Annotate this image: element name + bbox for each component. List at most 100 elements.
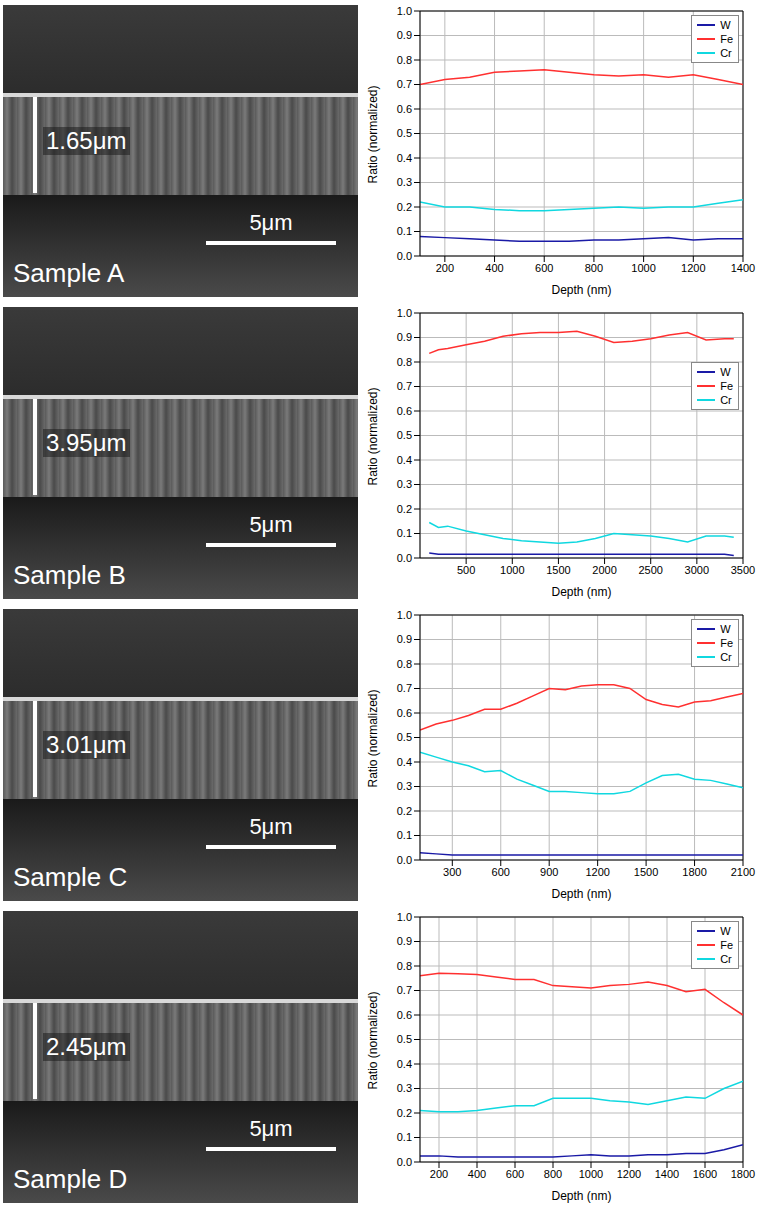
svg-text:600: 600	[535, 262, 553, 274]
svg-text:0.4: 0.4	[397, 1058, 412, 1070]
svg-text:400: 400	[485, 262, 503, 274]
svg-text:0.7: 0.7	[397, 78, 412, 90]
svg-text:0.8: 0.8	[397, 356, 412, 368]
html-text:Sample A: Sample A	[13, 258, 125, 288]
svg-text:800: 800	[544, 1168, 562, 1180]
svg-text:0.4: 0.4	[397, 152, 412, 164]
svg-text:0.5: 0.5	[397, 731, 412, 743]
svg-text:0.7: 0.7	[397, 380, 412, 392]
svg-text:1.0: 1.0	[397, 609, 412, 621]
html-text:5μm: 5μm	[249, 814, 293, 839]
html-text:1.65μm: 1.65μm	[46, 127, 127, 154]
html-text:5μm: 5μm	[249, 210, 293, 235]
svg-text:1.0: 1.0	[397, 307, 412, 319]
html-text:3.95μm: 3.95μm	[46, 429, 127, 456]
svg-text:0.3: 0.3	[397, 478, 412, 490]
svg-text:Ratio (normalized): Ratio (normalized)	[366, 689, 380, 787]
svg-text:0.1: 0.1	[397, 1131, 412, 1143]
svg-text:2000: 2000	[592, 564, 616, 576]
svg-text:0.8: 0.8	[397, 658, 412, 670]
svg-text:0.5: 0.5	[397, 127, 412, 139]
svg-text:Ratio (normalized): Ratio (normalized)	[366, 85, 380, 183]
svg-text:1.0: 1.0	[397, 5, 412, 17]
svg-text:Depth (nm): Depth (nm)	[551, 283, 611, 297]
svg-text:0.3: 0.3	[397, 176, 412, 188]
svg-text:300: 300	[443, 866, 461, 878]
svg-text:Depth (nm): Depth (nm)	[551, 585, 611, 599]
svg-text:0.2: 0.2	[397, 805, 412, 817]
svg-text:0.4: 0.4	[397, 756, 412, 768]
svg-text:Depth (nm): Depth (nm)	[551, 1189, 611, 1203]
svg-text:0.1: 0.1	[397, 225, 412, 237]
svg-text:Ratio (normalized): Ratio (normalized)	[366, 387, 380, 485]
svg-text:1800: 1800	[731, 1168, 755, 1180]
svg-text:1.0: 1.0	[397, 911, 412, 923]
svg-text:400: 400	[468, 1168, 486, 1180]
svg-text:Ratio (normalized): Ratio (normalized)	[366, 991, 380, 1089]
svg-text:1000: 1000	[579, 1168, 603, 1180]
html-text:5μm: 5μm	[249, 1116, 293, 1141]
html-text:Fe: Fe	[720, 380, 733, 392]
svg-text:1400: 1400	[655, 1168, 679, 1180]
svg-text:3500: 3500	[731, 564, 755, 576]
svg-text:0.2: 0.2	[397, 201, 412, 213]
svg-text:0.9: 0.9	[397, 633, 412, 645]
svg-text:2500: 2500	[638, 564, 662, 576]
html-text:Sample D: Sample D	[13, 1164, 128, 1194]
html-text:Fe: Fe	[720, 33, 733, 45]
svg-text:1500: 1500	[546, 564, 570, 576]
svg-text:0.2: 0.2	[397, 1107, 412, 1119]
svg-text:0.8: 0.8	[397, 960, 412, 972]
svg-text:0.5: 0.5	[397, 429, 412, 441]
html-text:2.45μm: 2.45μm	[46, 1033, 127, 1060]
svg-text:0.0: 0.0	[397, 552, 412, 564]
svg-text:0.9: 0.9	[397, 935, 412, 947]
svg-text:0.1: 0.1	[397, 829, 412, 841]
svg-text:1800: 1800	[682, 866, 706, 878]
svg-text:500: 500	[457, 564, 475, 576]
svg-text:0.9: 0.9	[397, 29, 412, 41]
html-text:Sample B: Sample B	[13, 560, 126, 590]
svg-text:0.3: 0.3	[397, 780, 412, 792]
svg-text:0.9: 0.9	[397, 331, 412, 343]
html-text:5μm: 5μm	[249, 512, 293, 537]
svg-text:0.7: 0.7	[397, 682, 412, 694]
html-text:Cr: Cr	[720, 651, 732, 663]
svg-text:Depth (nm): Depth (nm)	[551, 887, 611, 901]
svg-text:0.0: 0.0	[397, 1156, 412, 1168]
svg-text:0.8: 0.8	[397, 54, 412, 66]
svg-text:0.2: 0.2	[397, 503, 412, 515]
svg-text:600: 600	[492, 866, 510, 878]
svg-text:0.6: 0.6	[397, 1009, 412, 1021]
html-text:3.01μm: 3.01μm	[46, 731, 127, 758]
svg-text:0.5: 0.5	[397, 1033, 412, 1045]
svg-text:0.1: 0.1	[397, 527, 412, 539]
svg-text:0.0: 0.0	[397, 250, 412, 262]
svg-text:1000: 1000	[631, 262, 655, 274]
svg-text:0.6: 0.6	[397, 405, 412, 417]
svg-text:0.0: 0.0	[397, 854, 412, 866]
svg-text:1500: 1500	[634, 866, 658, 878]
svg-text:1600: 1600	[693, 1168, 717, 1180]
svg-text:0.6: 0.6	[397, 103, 412, 115]
svg-text:200: 200	[430, 1168, 448, 1180]
html-text:Sample C: Sample C	[13, 862, 128, 892]
svg-text:0.4: 0.4	[397, 454, 412, 466]
svg-text:200: 200	[436, 262, 454, 274]
svg-text:1200: 1200	[617, 1168, 641, 1180]
svg-text:3000: 3000	[685, 564, 709, 576]
svg-text:2100: 2100	[731, 866, 755, 878]
svg-text:1000: 1000	[500, 564, 524, 576]
html-text:Fe: Fe	[720, 637, 733, 649]
svg-text:1400: 1400	[731, 262, 755, 274]
svg-text:0.6: 0.6	[397, 707, 412, 719]
html-text:Cr: Cr	[720, 394, 732, 406]
svg-text:1200: 1200	[585, 866, 609, 878]
svg-text:1200: 1200	[681, 262, 705, 274]
svg-text:0.3: 0.3	[397, 1082, 412, 1094]
svg-text:0.7: 0.7	[397, 984, 412, 996]
svg-text:600: 600	[506, 1168, 524, 1180]
svg-text:800: 800	[585, 262, 603, 274]
html-text:Cr: Cr	[720, 47, 732, 59]
svg-text:900: 900	[540, 866, 558, 878]
